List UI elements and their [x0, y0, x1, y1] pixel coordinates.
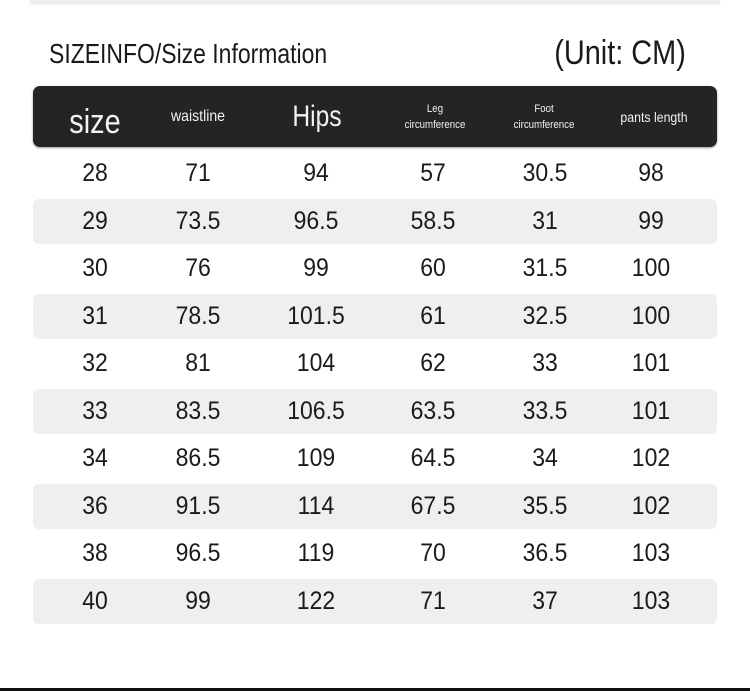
table-cell: 104 [296, 349, 336, 377]
table-cell: 35.5 [522, 491, 568, 520]
header-foot-line2: circumference [513, 118, 575, 131]
table-cell: 28 [82, 159, 108, 187]
table-cell: 96.5 [175, 539, 221, 567]
header-foot-line1: Foot [534, 102, 554, 115]
table-cell: 67.5 [410, 491, 456, 520]
table-cell: 34 [82, 444, 108, 472]
table-cell: 103 [631, 586, 671, 615]
table-cell: 91.5 [175, 491, 221, 520]
table-cell: 102 [631, 444, 671, 472]
table-cell: 100 [631, 254, 671, 282]
table-cell: 31 [532, 206, 558, 235]
table-cell: 101 [631, 396, 671, 425]
table-cell: 109 [296, 444, 336, 472]
header-leg-line1: Leg [426, 102, 444, 115]
table-cell: 63.5 [410, 396, 456, 425]
header-size: size [69, 103, 121, 141]
table-cell: 60 [420, 254, 446, 282]
table-cell: 122 [296, 586, 336, 615]
table-cell: 71 [420, 586, 446, 615]
table-cell: 103 [631, 539, 671, 567]
table-cell: 32 [82, 349, 108, 377]
table-cell: 33 [82, 396, 108, 425]
table-cell: 114 [297, 491, 335, 520]
table-cell: 32.5 [522, 301, 568, 330]
table-cell: 64.5 [410, 444, 456, 472]
table-cell: 37 [532, 586, 558, 615]
table-row: 30 76 99 60 31.5 100 [33, 246, 717, 291]
table-cell: 33 [532, 349, 558, 377]
top-divider [30, 0, 720, 3]
table-cell: 33.5 [522, 396, 568, 425]
table-row: 38 96.5 119 70 36.5 103 [33, 531, 717, 576]
table-cell: 86.5 [175, 444, 221, 472]
table-cell: 36.5 [522, 539, 568, 567]
table-row: 31 78.5 101.5 61 32.5 100 [33, 293, 717, 339]
table-cell: 99 [638, 206, 664, 235]
table-cell: 40 [82, 586, 108, 615]
table-row: 40 99 122 71 37 103 [33, 578, 717, 624]
table-cell: 81 [185, 349, 211, 377]
table-cell: 31.5 [522, 254, 568, 282]
header-leg-circumference: Leg circumference [405, 86, 466, 147]
table-cell: 96.5 [293, 206, 339, 235]
table-cell: 57 [420, 159, 446, 187]
table-row: 28 71 94 57 30.5 98 [33, 151, 717, 196]
table-cell: 38 [82, 539, 108, 567]
table-cell: 106.5 [287, 396, 345, 425]
header-leg-line2: circumference [404, 118, 466, 131]
table-cell: 119 [297, 539, 335, 567]
table-row: 29 73.5 96.5 58.5 31 99 [33, 198, 717, 244]
table-header: size waistline Hips Leg circumference Foo… [33, 86, 717, 147]
unit-label: (Unit: CM) [554, 34, 686, 72]
table-cell: 73.5 [175, 206, 221, 235]
table-cell: 29 [82, 206, 108, 235]
table-cell: 100 [631, 301, 671, 330]
table-cell: 98 [638, 159, 664, 187]
table-cell: 99 [303, 254, 329, 282]
table-row: 36 91.5 114 67.5 35.5 102 [33, 483, 717, 529]
table-cell: 76 [185, 254, 211, 282]
header-hips: Hips [292, 99, 342, 133]
bottom-divider [0, 688, 750, 691]
table-cell: 78.5 [175, 301, 221, 330]
table-cell: 30.5 [522, 159, 568, 187]
table-cell: 30 [82, 254, 108, 282]
table-cell: 101.5 [287, 301, 345, 330]
table-cell: 70 [420, 539, 446, 567]
table-cell: 83.5 [175, 396, 221, 425]
table-cell: 36 [82, 491, 108, 520]
header-waistline: waistline [171, 107, 225, 125]
table-cell: 102 [631, 491, 671, 520]
chart-title: SIZEINFO/Size Information [49, 38, 328, 69]
table-row: 32 81 104 62 33 101 [33, 341, 717, 386]
table-cell: 71 [185, 159, 211, 187]
table-cell: 61 [420, 301, 446, 330]
table-row: 34 86.5 109 64.5 34 102 [33, 436, 717, 481]
table-cell: 99 [185, 586, 211, 615]
header-foot-circumference: Foot circumference [514, 86, 575, 147]
table-cell: 31 [82, 301, 108, 330]
table-row: 33 83.5 106.5 63.5 33.5 101 [33, 388, 717, 434]
table-cell: 58.5 [410, 206, 456, 235]
table-cell: 101 [631, 349, 671, 377]
header-pants-length: pants length [620, 108, 688, 125]
table-cell: 94 [303, 159, 329, 187]
table-cell: 62 [420, 349, 446, 377]
table-cell: 34 [532, 444, 558, 472]
